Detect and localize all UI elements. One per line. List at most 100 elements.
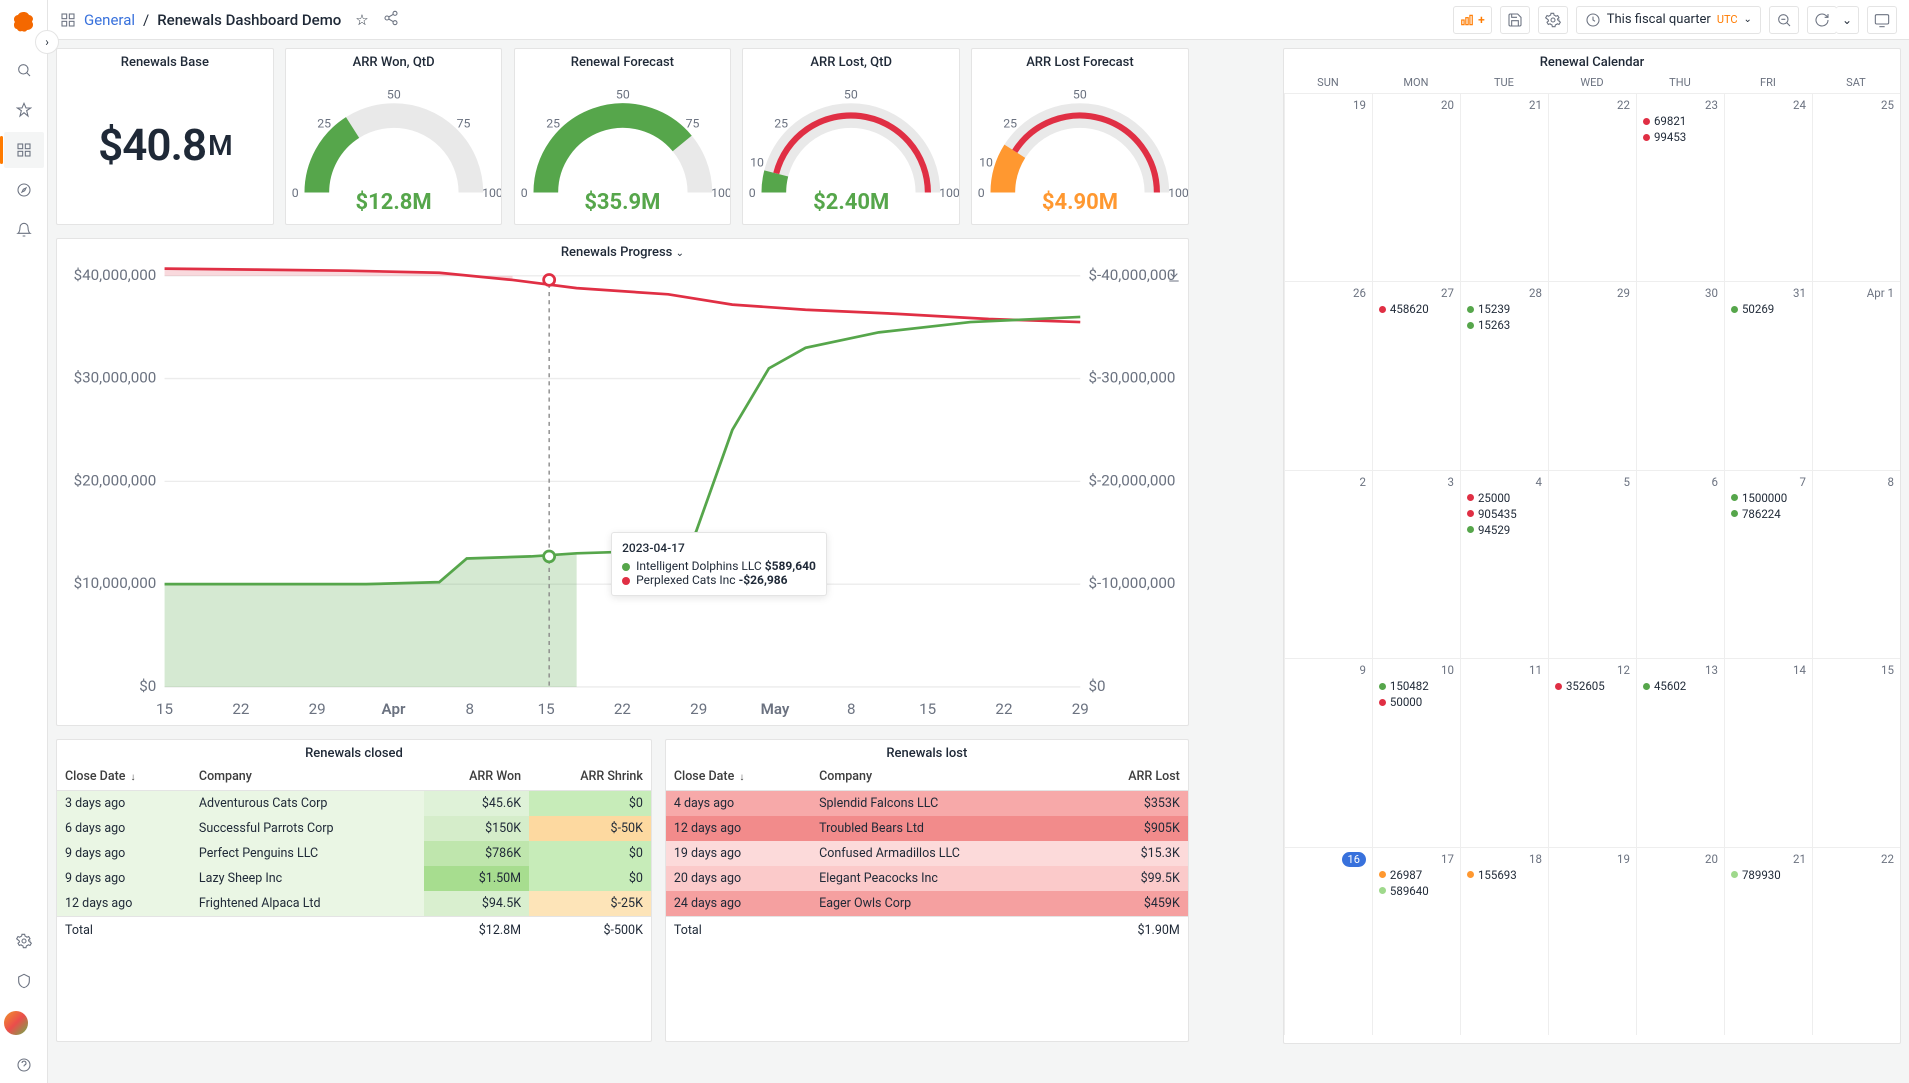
calendar-cell[interactable]: 26	[1284, 281, 1372, 469]
star-icon[interactable]: ☆	[355, 11, 368, 29]
calendar-cell[interactable]: 11	[1460, 658, 1548, 846]
nav-starred[interactable]	[4, 92, 44, 128]
calendar-cell[interactable]: 24	[1724, 93, 1812, 281]
dashboard-settings-button[interactable]	[1538, 6, 1568, 34]
calendar-event[interactable]: 352605	[1555, 679, 1630, 693]
calendar-cell[interactable]: 12352605	[1548, 658, 1636, 846]
calendar-cell[interactable]: Apr 1	[1812, 281, 1900, 469]
panel-renewals-base[interactable]: Renewals Base $40.8M	[56, 48, 274, 225]
col-arr-lost[interactable]: ARR Lost	[1074, 763, 1187, 791]
table-row[interactable]: 20 days ago Elegant Peacocks Inc $99.5K	[666, 866, 1188, 891]
table-row[interactable]: 3 days ago Adventurous Cats Corp $45.6K …	[57, 791, 651, 817]
table-row[interactable]: 9 days ago Perfect Penguins LLC $786K $0	[57, 841, 651, 866]
col-close-date[interactable]: Close Date ↓	[666, 763, 811, 791]
calendar-cell[interactable]: 27458620	[1372, 281, 1460, 469]
calendar-event[interactable]: 69821	[1643, 114, 1718, 128]
col-company[interactable]: Company	[191, 763, 424, 791]
calendar-cell[interactable]: 20	[1372, 93, 1460, 281]
calendar-cell[interactable]: 3	[1372, 470, 1460, 658]
nav-avatar[interactable]	[4, 1011, 28, 1035]
sidebar-expand[interactable]: ›	[35, 30, 59, 54]
calendar-event[interactable]: 26987	[1379, 868, 1454, 882]
panel-renewal-forecast[interactable]: Renewal Forecast 0255075100 $35.9M	[514, 48, 732, 225]
nav-help[interactable]	[4, 1047, 44, 1083]
grafana-logo[interactable]	[10, 8, 38, 36]
panel-arr-lost[interactable]: ARR Lost, QtD 0102550100 $2.40M	[742, 48, 960, 225]
calendar-cell[interactable]: 30	[1636, 281, 1724, 469]
breadcrumb-section[interactable]: General	[84, 11, 135, 29]
panel-arr-won[interactable]: ARR Won, QtD 0255075100 $12.8M	[285, 48, 503, 225]
panel-renewals-closed[interactable]: Renewals closed Close Date ↓ Company ARR…	[56, 739, 652, 1042]
panel-renewals-lost[interactable]: Renewals lost Close Date ↓ Company ARR L…	[665, 739, 1189, 1042]
calendar-cell[interactable]: 8	[1812, 470, 1900, 658]
calendar-event[interactable]: 786224	[1731, 507, 1806, 521]
table-row[interactable]: 12 days ago Troubled Bears Ltd $905K	[666, 816, 1188, 841]
calendar-cell[interactable]: 1015048250000	[1372, 658, 1460, 846]
table-row[interactable]: 4 days ago Splendid Falcons LLC $353K	[666, 791, 1188, 817]
calendar-cell[interactable]: 3150269	[1724, 281, 1812, 469]
calendar-cell[interactable]: 5	[1548, 470, 1636, 658]
col-arr-won[interactable]: ARR Won	[424, 763, 529, 791]
tv-mode-button[interactable]	[1867, 6, 1897, 34]
calendar-cell[interactable]: 236982199453	[1636, 93, 1724, 281]
zoom-out-button[interactable]	[1769, 6, 1799, 34]
calendar-cell[interactable]: 22	[1548, 93, 1636, 281]
save-button[interactable]	[1500, 6, 1530, 34]
calendar-event[interactable]: 789930	[1731, 868, 1806, 882]
table-row[interactable]: 6 days ago Successful Parrots Corp $150K…	[57, 816, 651, 841]
calendar-cell[interactable]: 29	[1548, 281, 1636, 469]
calendar-cell[interactable]: 71500000786224	[1724, 470, 1812, 658]
panel-renewal-calendar[interactable]: Renewal Calendar SUNMONTUEWEDTHUFRISAT 1…	[1283, 48, 1901, 1044]
calendar-cell[interactable]: 9	[1284, 658, 1372, 846]
calendar-event[interactable]: 155693	[1467, 868, 1542, 882]
table-row[interactable]: 24 days ago Eager Owls Corp $459K	[666, 891, 1188, 917]
calendar-event[interactable]: 589640	[1379, 884, 1454, 898]
calendar-cell[interactable]: 14	[1724, 658, 1812, 846]
calendar-event[interactable]: 458620	[1379, 302, 1454, 316]
col-arr-shrink[interactable]: ARR Shrink	[529, 763, 651, 791]
table-row[interactable]: 9 days ago Lazy Sheep Inc $1.50M $0	[57, 866, 651, 891]
calendar-cell[interactable]: 2	[1284, 470, 1372, 658]
calendar-event[interactable]: 45602	[1643, 679, 1718, 693]
calendar-cell[interactable]: 16	[1284, 847, 1372, 1035]
calendar-cell[interactable]: 18155693	[1460, 847, 1548, 1035]
calendar-cell[interactable]: 42500090543594529	[1460, 470, 1548, 658]
calendar-event[interactable]: 99453	[1643, 130, 1718, 144]
table-row[interactable]: 19 days ago Confused Armadillos LLC $15.…	[666, 841, 1188, 866]
calendar-cell[interactable]: 6	[1636, 470, 1724, 658]
calendar-event[interactable]: 150482	[1379, 679, 1454, 693]
calendar-event[interactable]: 15263	[1467, 318, 1542, 332]
calendar-cell[interactable]: 19	[1548, 847, 1636, 1035]
calendar-event[interactable]: 25000	[1467, 491, 1542, 505]
add-panel-button[interactable]: +	[1453, 6, 1492, 34]
nav-explore[interactable]	[4, 172, 44, 208]
calendar-cell[interactable]: 1726987589640	[1372, 847, 1460, 1035]
calendar-event[interactable]: 15239	[1467, 302, 1542, 316]
calendar-event[interactable]: 94529	[1467, 523, 1542, 537]
calendar-cell[interactable]: 1345602	[1636, 658, 1724, 846]
calendar-event[interactable]: 905435	[1467, 507, 1542, 521]
calendar-event[interactable]: 1500000	[1731, 491, 1806, 505]
refresh-button[interactable]	[1807, 6, 1837, 34]
col-close-date[interactable]: Close Date ↓	[57, 763, 191, 791]
table-row[interactable]: 12 days ago Frightened Alpaca Ltd $94.5K…	[57, 891, 651, 917]
calendar-cell[interactable]: 19	[1284, 93, 1372, 281]
calendar-cell[interactable]: 22	[1812, 847, 1900, 1035]
calendar-cell[interactable]: 21789930	[1724, 847, 1812, 1035]
nav-search[interactable]	[4, 52, 44, 88]
timerange-picker[interactable]: This fiscal quarter UTC ⌄	[1576, 6, 1761, 34]
nav-admin[interactable]	[4, 963, 44, 999]
refresh-interval-button[interactable]: ⌄	[1836, 6, 1859, 34]
calendar-event[interactable]: 50000	[1379, 695, 1454, 709]
calendar-event[interactable]: 50269	[1731, 302, 1806, 316]
calendar-cell[interactable]: 281523915263	[1460, 281, 1548, 469]
nav-alerting[interactable]	[4, 212, 44, 248]
nav-dashboards[interactable]	[4, 132, 44, 168]
share-icon[interactable]	[383, 10, 399, 30]
nav-settings[interactable]	[4, 923, 44, 959]
calendar-cell[interactable]: 20	[1636, 847, 1724, 1035]
calendar-cell[interactable]: 15	[1812, 658, 1900, 846]
panel-arr-lost-forecast[interactable]: ARR Lost Forecast 0102550100 $4.90M	[971, 48, 1189, 225]
calendar-cell[interactable]: 21	[1460, 93, 1548, 281]
panel-renewals-progress[interactable]: Renewals Progress ⌄ $0$10,000,000$20,000…	[56, 238, 1189, 726]
